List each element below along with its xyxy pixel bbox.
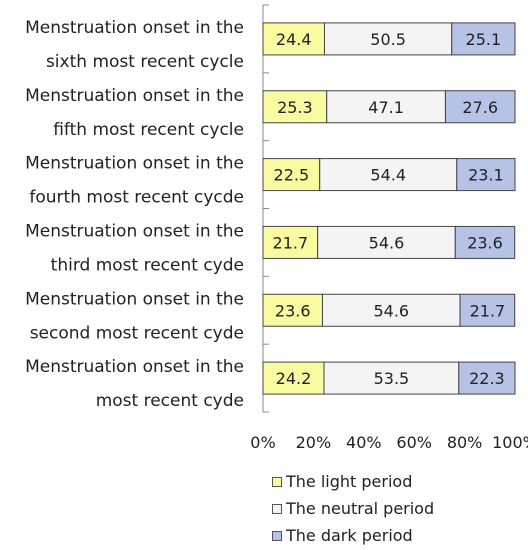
x-tick-label: 100%: [492, 433, 528, 452]
category-label: fifth most recent cycle: [53, 120, 244, 140]
bar-segment: [323, 22, 453, 56]
data-label: 53.5: [374, 369, 410, 388]
data-label: 23.1: [468, 166, 504, 185]
category-label: Menstruation onset in the: [25, 86, 244, 106]
x-tick-label: 0%: [250, 433, 275, 452]
data-label: 24.2: [276, 369, 312, 388]
legend-item-neutral: The neutral period: [272, 495, 434, 522]
x-tick-label: 40%: [346, 433, 382, 452]
bar-segment: [317, 225, 456, 259]
legend-item-dark: The dark period: [272, 522, 434, 549]
data-label: 25.1: [466, 30, 502, 49]
category-label: second most recent cyde: [30, 323, 244, 343]
legend-swatch-neutral: [272, 503, 282, 514]
category-label: fourth most recent cycde: [29, 188, 244, 208]
data-label: 22.3: [469, 369, 505, 388]
legend-swatch-dark: [272, 530, 282, 541]
bar-segment: [262, 361, 325, 395]
bar-segment: [323, 361, 460, 395]
data-label: 21.7: [470, 301, 506, 320]
category-label: Menstruation onset in the: [25, 18, 244, 38]
category-label: Menstruation onset in the: [25, 357, 244, 377]
x-tick-label: 60%: [396, 433, 432, 452]
bar-segment: [444, 90, 516, 124]
legend-item-light: The light period: [272, 468, 434, 495]
data-label: 54.4: [370, 166, 406, 185]
category-label: sixth most recent cycle: [46, 52, 244, 72]
data-label: 24.4: [276, 30, 312, 49]
data-label: 23.6: [467, 233, 503, 252]
category-label: Menstruation onset in the: [25, 154, 244, 174]
data-label: 50.5: [370, 30, 406, 49]
category-label: Menstruation onset in the: [25, 221, 244, 241]
legend-label-light: The light period: [286, 472, 413, 491]
bar-segment: [321, 293, 461, 327]
bar-segment: [458, 361, 516, 395]
bar-segment: [456, 158, 516, 192]
x-tick-label: 80%: [447, 433, 483, 452]
legend-label-neutral: The neutral period: [286, 499, 435, 518]
category-label: most recent cyde: [96, 391, 244, 411]
data-label: 27.6: [462, 98, 498, 117]
x-tick-label: 20%: [296, 433, 332, 452]
data-label: 21.7: [273, 233, 309, 252]
data-label: 22.5: [274, 166, 310, 185]
data-label: 54.6: [369, 233, 405, 252]
legend-swatch-light: [272, 476, 282, 487]
bar-segment: [319, 158, 458, 192]
bar-segment: [262, 22, 325, 56]
category-label: third most recent cyde: [51, 255, 244, 275]
bar-segment: [262, 293, 323, 327]
category-label: Menstruation onset in the: [25, 289, 244, 309]
legend-label-dark: The dark period: [286, 526, 413, 545]
bar-segment: [459, 293, 516, 327]
data-label: 54.6: [373, 301, 409, 320]
data-label: 23.6: [275, 301, 311, 320]
data-label: 47.1: [368, 98, 404, 117]
bar-segment: [451, 22, 516, 56]
bar-segment: [454, 225, 516, 259]
bar-segment: [262, 158, 321, 192]
legend: The light period The neutral period The …: [272, 468, 434, 549]
data-label: 25.3: [277, 98, 313, 117]
